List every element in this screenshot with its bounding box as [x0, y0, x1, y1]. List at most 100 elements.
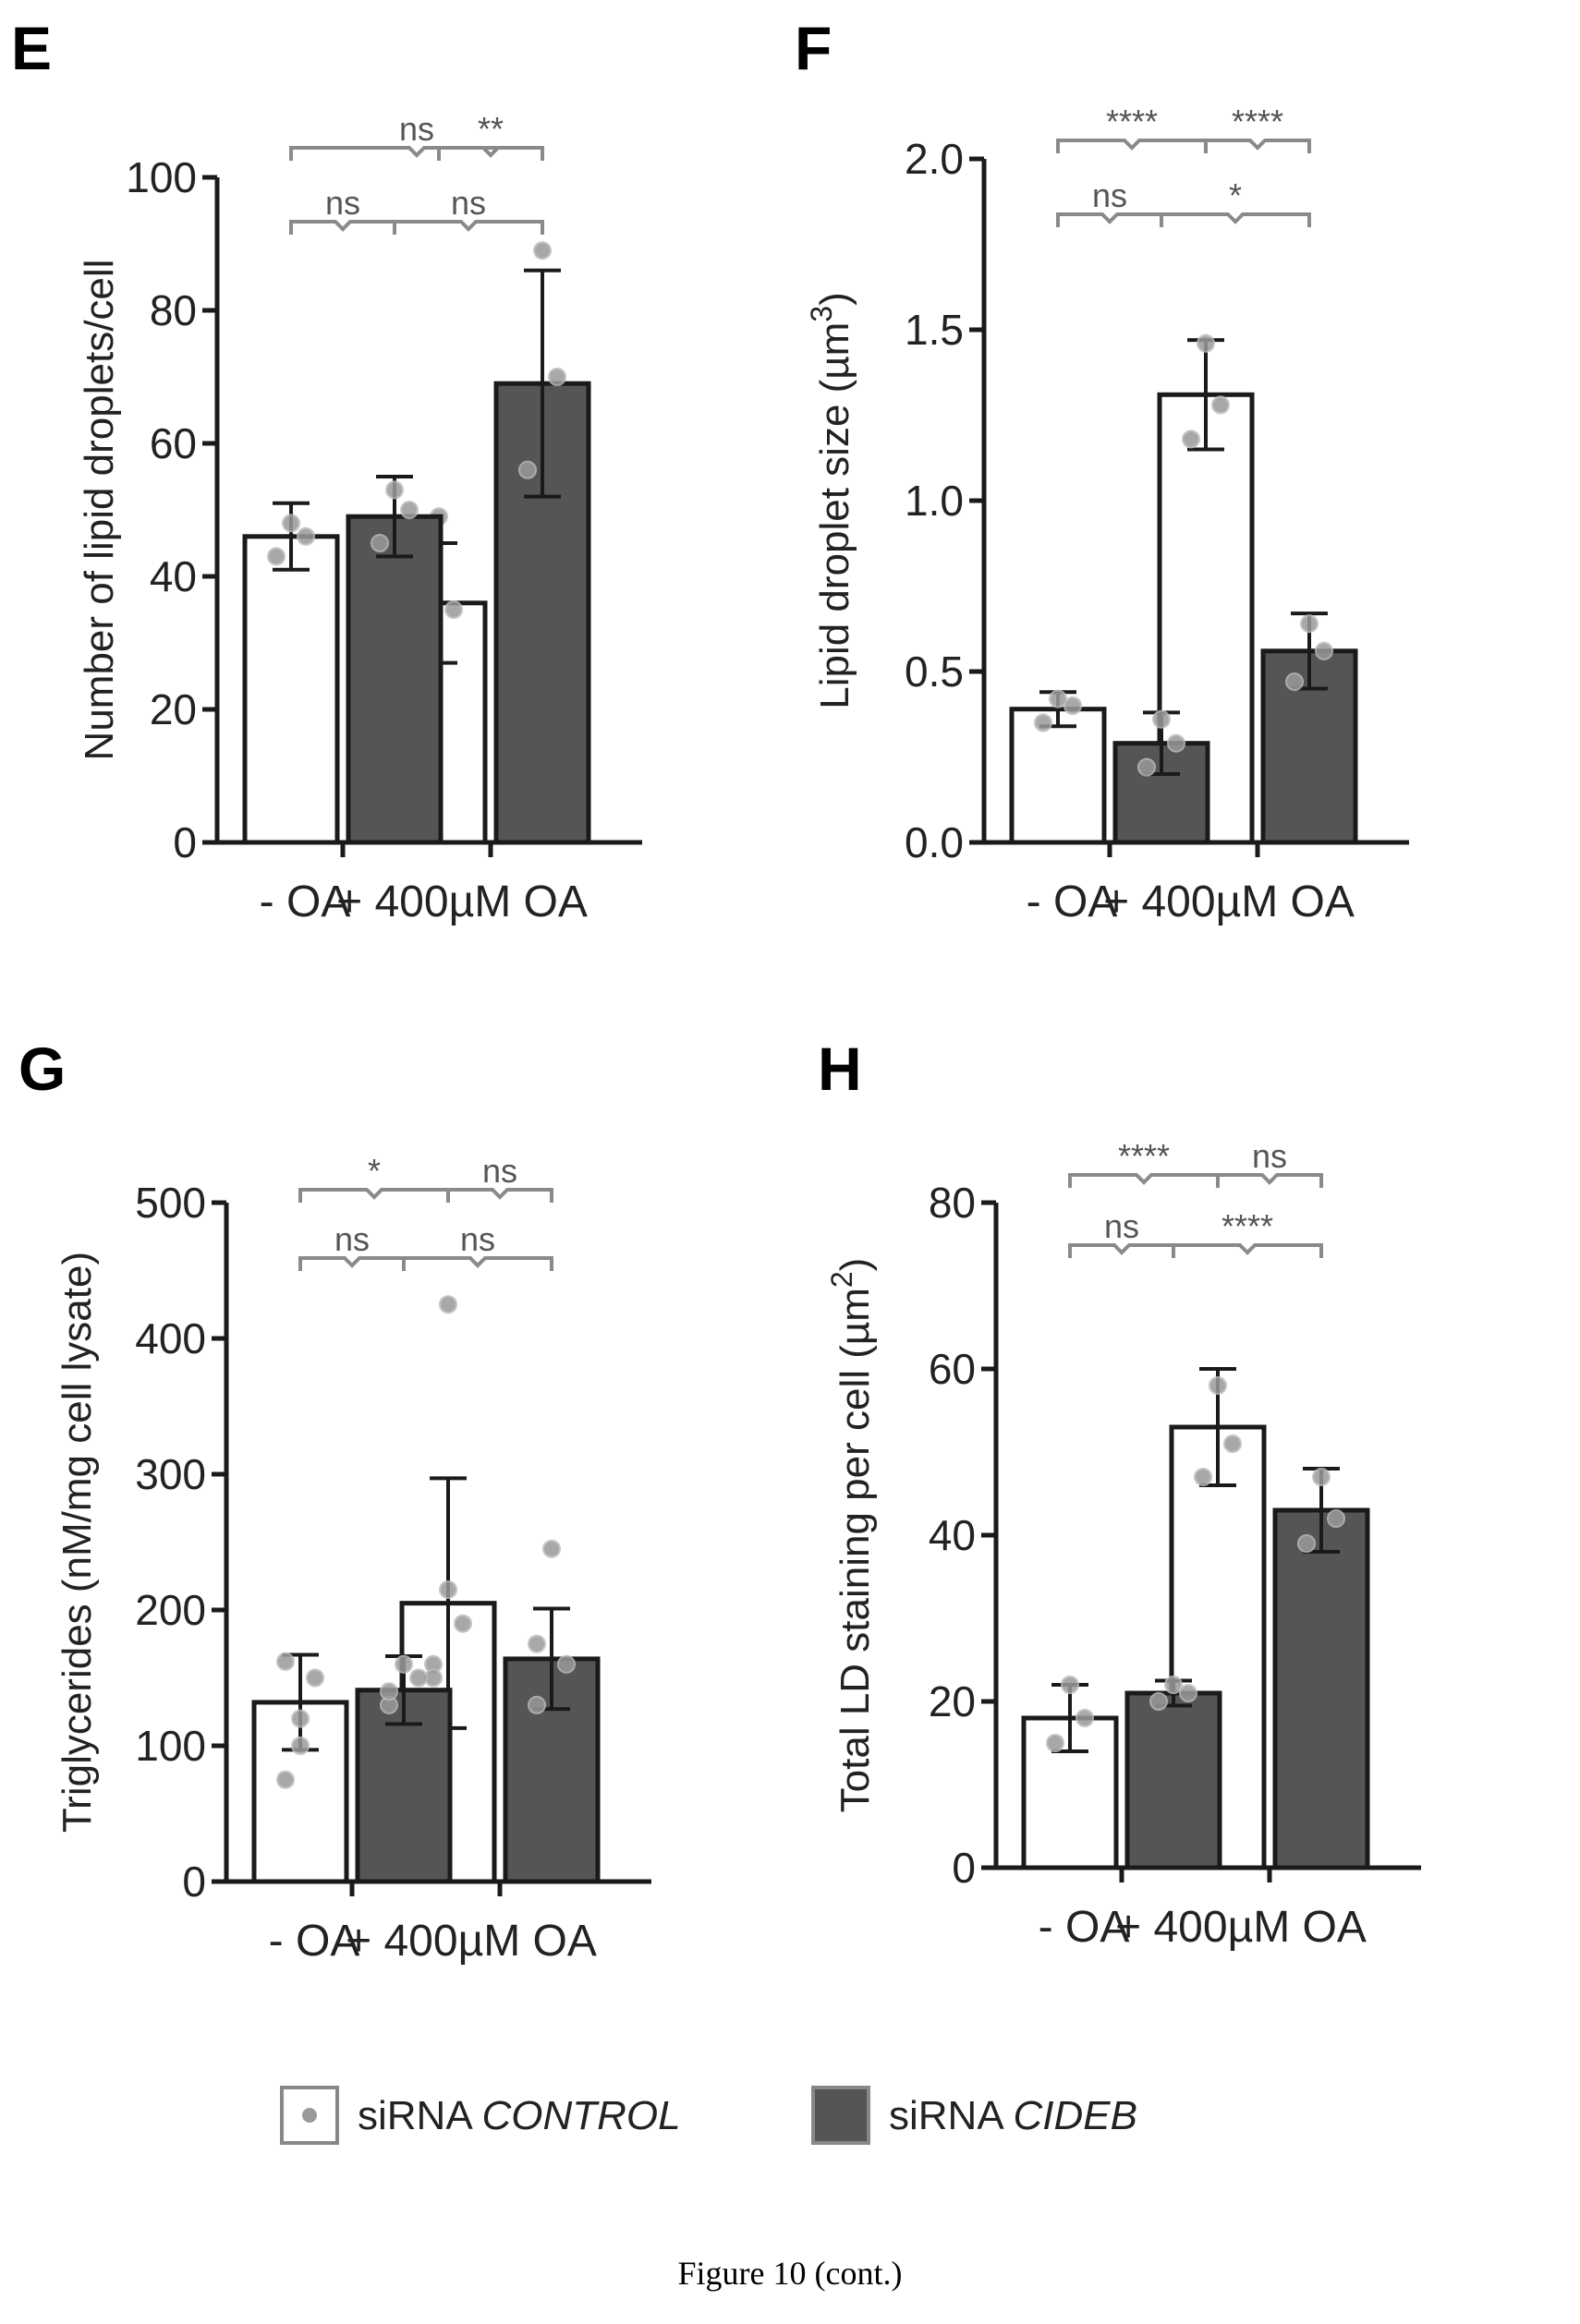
x-tick-label: + 400µM OA — [346, 1917, 597, 1966]
data-point — [439, 1295, 457, 1314]
data-point — [518, 460, 537, 479]
x-tick-label: + 400µM OA — [1115, 1903, 1367, 1952]
y-tick-label: 2.0 — [905, 135, 964, 183]
data-point — [1167, 733, 1185, 753]
y-tick-label: 1.0 — [905, 477, 964, 525]
legend: siRNA CONTROL siRNA CIDEB — [280, 2086, 1137, 2145]
panel-letter: H — [818, 1035, 862, 1103]
data-point — [291, 1709, 310, 1728]
data-point — [306, 1668, 324, 1688]
data-point — [409, 1668, 428, 1688]
data-point — [439, 1580, 457, 1599]
x-tick-label: + 400µM OA — [1103, 878, 1355, 926]
legend-item-control: siRNA CONTROL — [280, 2086, 681, 2145]
y-tick-label: 100 — [135, 1722, 206, 1770]
y-tick-label: 40 — [929, 1511, 976, 1559]
significance-label: ns — [399, 110, 434, 148]
significance-bracket — [1068, 1243, 1175, 1258]
significance-label: * — [1229, 176, 1242, 214]
y-axis-label: Total LD staining per cell (µm2) — [825, 1258, 878, 1813]
data-point — [528, 1695, 546, 1714]
y-tick-label: 0 — [952, 1844, 976, 1892]
y-axis-label-text: Total LD staining per cell (µm — [833, 1288, 878, 1812]
data-point — [1049, 689, 1067, 708]
significance-bracket — [393, 220, 544, 235]
significance-bracket — [1204, 139, 1311, 153]
x-tick-label: + 400µM OA — [336, 878, 588, 926]
panel-G: G 0 100 200 300 400 500 Triglycerides (nM/mg ce… — [18, 1035, 651, 1966]
significance-label: ns — [325, 184, 360, 222]
panel-letter: E — [11, 14, 52, 82]
y-axis-label: Triglycerides (nM/mg cell lysate) — [55, 1252, 100, 1833]
data-point — [1327, 1509, 1345, 1528]
data-point — [454, 1614, 472, 1633]
legend-label: siRNA CIDEB — [889, 2093, 1137, 2138]
panel-F: F 0.0 0.5 1.0 1.5 2.0 Lipid droplet size (µm3)… — [795, 14, 1409, 926]
y-axis-label-end: ) — [833, 1258, 878, 1272]
panel-E: E 0 20 40 60 80 100 Number of lipid droplets/ce… — [11, 14, 642, 926]
bar-cideb-0 — [346, 514, 444, 845]
data-point — [533, 241, 552, 260]
y-tick-label: 0.5 — [905, 648, 964, 696]
y-axis-label-text: Triglycerides (nM/mg cell lysate) — [55, 1252, 100, 1833]
significance-bracket — [289, 220, 396, 235]
y-tick-label: 0 — [173, 818, 197, 866]
y-axis-label-superscript: 3 — [805, 306, 838, 322]
significance-label: * — [368, 1152, 381, 1190]
y-axis-label-text: Lipid droplet size (µm — [812, 322, 857, 709]
significance-label: **** — [1106, 103, 1158, 140]
significance-label: **** — [1118, 1137, 1170, 1175]
data-point — [1209, 1376, 1227, 1395]
data-point — [1152, 709, 1171, 729]
data-point — [1182, 430, 1200, 449]
legend-item-cideb: siRNA CIDEB — [811, 2086, 1137, 2145]
legend-swatch-dot — [302, 2108, 317, 2123]
significance-label: ns — [1104, 1207, 1139, 1245]
significance-bracket — [446, 1188, 553, 1203]
panel-letter: G — [18, 1035, 66, 1103]
data-point — [1149, 1692, 1168, 1711]
figure-caption: Figure 10 (cont.) — [677, 2255, 903, 2292]
significance-label: ns — [451, 184, 486, 222]
y-tick-label: 60 — [150, 419, 197, 467]
data-point — [297, 527, 315, 546]
data-point — [371, 534, 389, 552]
significance-bracket — [298, 1188, 450, 1203]
data-point — [1179, 1684, 1197, 1702]
data-point — [1211, 395, 1230, 415]
data-point — [1164, 1676, 1183, 1694]
significance-bracket — [289, 146, 544, 161]
significance-bracket — [298, 1256, 406, 1271]
significance-label: ns — [1252, 1137, 1287, 1175]
data-point — [1223, 1434, 1242, 1453]
data-point — [385, 480, 404, 500]
y-tick-label: 0 — [182, 1858, 206, 1906]
data-point — [1046, 1734, 1064, 1752]
significance-label: **** — [1232, 103, 1283, 140]
data-point — [1315, 641, 1333, 660]
significance-bracket — [437, 146, 544, 161]
x-tick-label: - OA — [260, 878, 351, 926]
data-point — [444, 600, 463, 619]
data-point — [548, 368, 566, 386]
y-axis-label-end: ) — [812, 292, 857, 306]
significance-label: **** — [1221, 1207, 1273, 1245]
legend-label-gene: CIDEB — [1013, 2093, 1136, 2138]
bar-cideb-1 — [1272, 1507, 1370, 1870]
data-point — [1285, 672, 1304, 692]
data-point — [276, 1652, 295, 1671]
data-point — [1063, 696, 1082, 715]
y-tick-label: 400 — [135, 1314, 206, 1362]
data-point — [395, 1654, 413, 1674]
y-tick-label: 60 — [929, 1345, 976, 1393]
x-tick-label: - OA — [1039, 1903, 1130, 1952]
y-axis-label: Number of lipid droplets/cell — [77, 260, 122, 761]
y-tick-label: 1.5 — [905, 306, 964, 354]
significance-label: ns — [482, 1152, 517, 1190]
x-tick-label: - OA — [1027, 878, 1118, 926]
y-axis-label: Lipid droplet size (µm3) — [805, 292, 857, 709]
bar-control-0 — [242, 534, 340, 845]
significance-label: ** — [478, 110, 504, 148]
data-point — [291, 1737, 310, 1755]
y-tick-label: 80 — [150, 286, 197, 334]
